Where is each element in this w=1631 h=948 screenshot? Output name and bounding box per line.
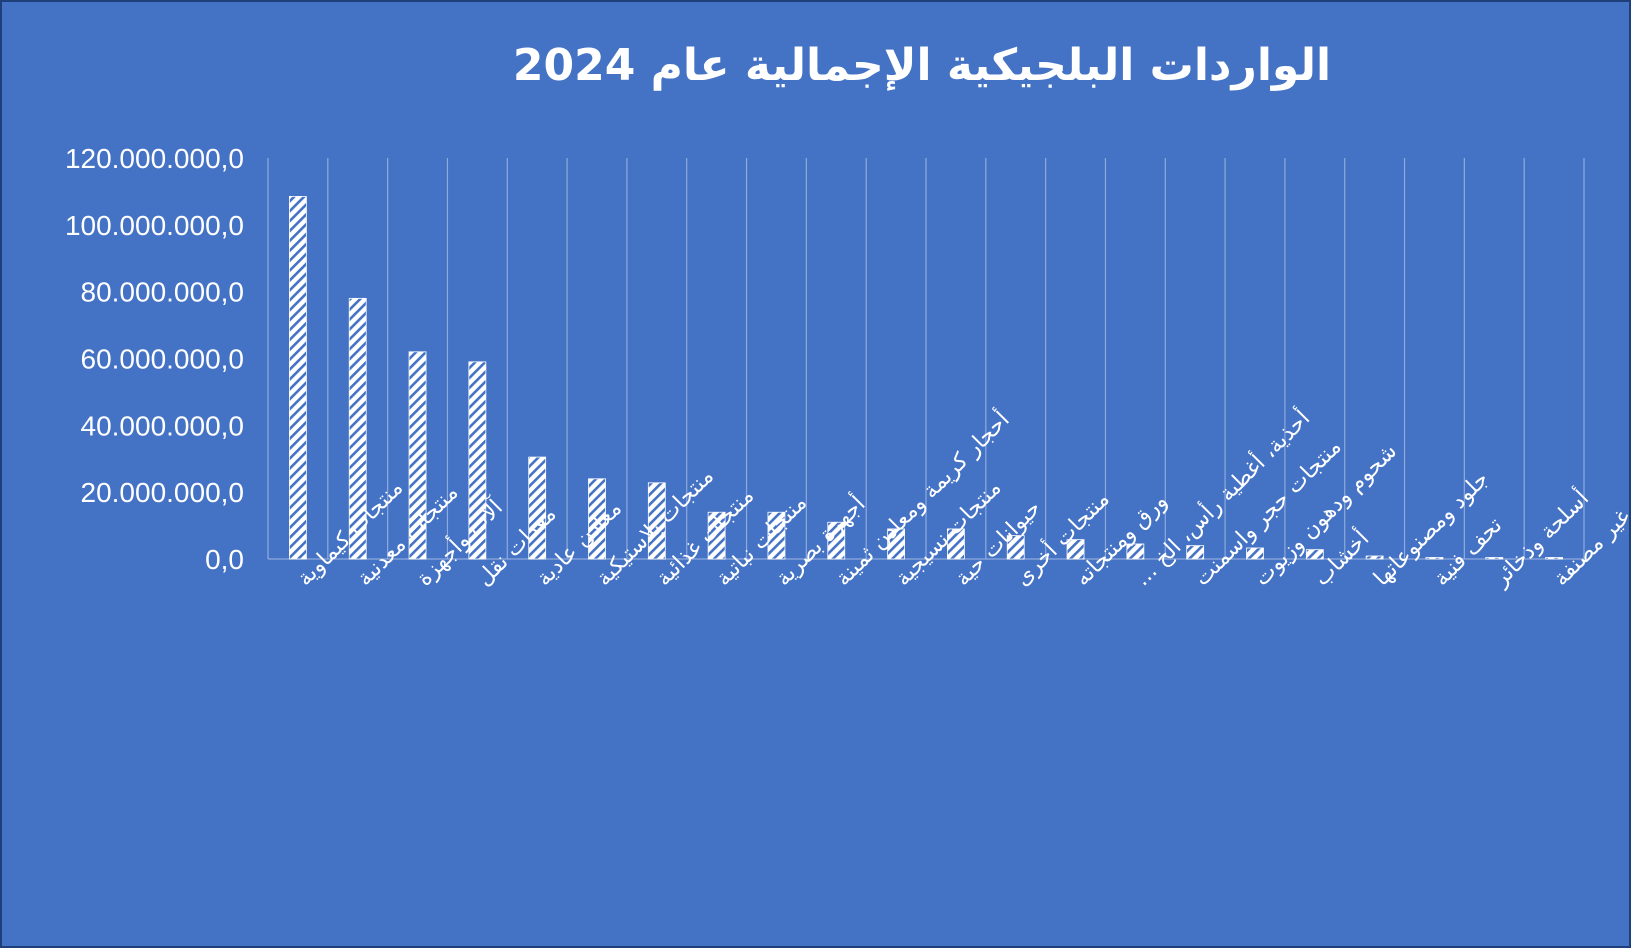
bar: [408, 351, 427, 560]
y-axis: 0,0 20.000.000,0 40.000.000,0 60.000.000,0 8…: [65, 143, 244, 575]
bar: [528, 456, 547, 560]
bar: [1485, 557, 1504, 560]
y-tick-label: 40.000.000,0: [81, 410, 245, 441]
bar: [1066, 539, 1085, 560]
y-tick-label: 80.000.000,0: [81, 277, 245, 308]
bar: [887, 528, 905, 560]
y-tick-label: 0,0: [205, 544, 244, 575]
bar: [1186, 545, 1205, 560]
bar: [707, 511, 726, 560]
bar: [1305, 549, 1324, 560]
y-tick-label: 60.000.000,0: [81, 344, 245, 375]
x-tick-label: منتجات نسيجية: [891, 475, 1007, 591]
bar: [588, 478, 606, 560]
grid-lines: [267, 158, 1585, 560]
bar: [1425, 557, 1444, 560]
y-tick-label: 20.000.000,0: [81, 477, 245, 508]
y-tick-label: 120.000.000,0: [65, 143, 244, 174]
bars: [289, 196, 1563, 560]
bar: [1365, 555, 1384, 560]
bar: [827, 521, 846, 560]
chart-title: الواردات البلجيكية الإجمالية عام 2024: [512, 40, 1332, 91]
bar: [289, 196, 307, 560]
bar: [767, 511, 786, 560]
bar: [947, 528, 965, 560]
bar: [1126, 543, 1145, 560]
bar: [1006, 535, 1025, 560]
bar: [468, 361, 487, 560]
bar: [1545, 557, 1563, 560]
x-tick-label-group: منتجات نسيجية: [891, 475, 1007, 591]
bar: [647, 482, 666, 560]
bar: [1246, 547, 1264, 560]
y-tick-label: 100.000.000,0: [65, 210, 244, 241]
bar: [348, 297, 367, 560]
